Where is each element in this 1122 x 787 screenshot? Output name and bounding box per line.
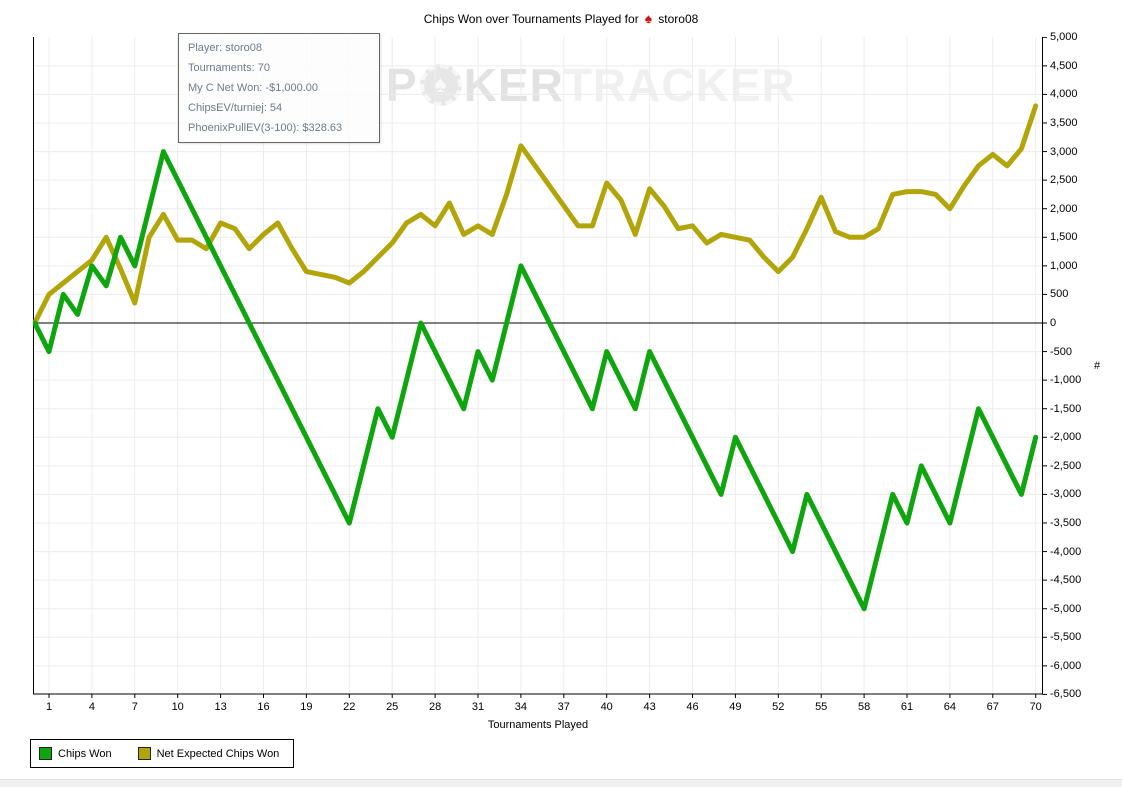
legend-box: Chips Won Net Expected Chips Won bbox=[30, 739, 295, 768]
y-tick-label: -6,000 bbox=[1050, 659, 1082, 672]
y-tick-label: 1,000 bbox=[1050, 259, 1078, 272]
window-bottom-edge bbox=[0, 779, 1122, 787]
tooltip-net-won-line: My C Net Won: -$1,000.00 bbox=[188, 82, 319, 94]
x-tick-label: 61 bbox=[900, 701, 914, 713]
y-tick-label: 4,000 bbox=[1050, 88, 1078, 101]
hover-tooltip: Player: storo08 Tournaments: 70 My C Net… bbox=[178, 33, 380, 143]
y-tick-label: 2,000 bbox=[1050, 202, 1078, 215]
series-line-net-expected-chips-won bbox=[33, 103, 1039, 326]
x-tick-label: 55 bbox=[815, 701, 828, 713]
y-tick-label: 4,500 bbox=[1050, 59, 1078, 72]
chips-won-swatch bbox=[39, 747, 52, 760]
y-tick-label: -4,000 bbox=[1050, 545, 1082, 558]
x-tick-label: 67 bbox=[986, 701, 999, 713]
x-tick-label: 43 bbox=[643, 701, 656, 713]
chart-title-player: storo08 bbox=[658, 12, 699, 26]
y-tick-label: 500 bbox=[1050, 288, 1069, 301]
x-tick-label: 13 bbox=[214, 701, 227, 713]
legend-item-net-expected: Net Expected Chips Won bbox=[137, 747, 280, 760]
y-tick-label: -5,500 bbox=[1050, 631, 1082, 644]
watermark-text-ker: KER bbox=[463, 59, 564, 111]
y-tick-label: -3,500 bbox=[1050, 517, 1082, 529]
y-tick-label: -4,500 bbox=[1050, 574, 1082, 587]
y-tick-label: 2,500 bbox=[1050, 174, 1078, 187]
y-tick-label: -2,000 bbox=[1050, 431, 1082, 444]
x-tick-label: 10 bbox=[171, 701, 184, 713]
y-tick-label: -1,500 bbox=[1050, 402, 1082, 415]
page-title: Chips Won over Tournaments Played for ♠ … bbox=[0, 11, 1122, 26]
y-tick-label: 1,500 bbox=[1050, 231, 1078, 244]
x-tick-label: 34 bbox=[514, 701, 528, 713]
y-tick-label: -500 bbox=[1050, 345, 1073, 358]
chart-title-text: Chips Won over Tournaments Played for bbox=[423, 12, 639, 26]
x-tick-label: 49 bbox=[729, 701, 742, 713]
y-tick-label: -1,000 bbox=[1050, 374, 1082, 387]
pokertracker-watermark: P ♠ KER TRACKER bbox=[386, 58, 796, 112]
x-tick-label: 70 bbox=[1029, 701, 1042, 713]
y-tick-label: -3,000 bbox=[1050, 488, 1082, 501]
x-tick-label: 22 bbox=[343, 701, 356, 713]
legend-item-chips-won: Chips Won bbox=[39, 747, 112, 760]
x-tick-label: 64 bbox=[943, 701, 957, 713]
y-tick-label: -2,500 bbox=[1050, 459, 1082, 472]
x-tick-label: 28 bbox=[428, 701, 442, 713]
x-tick-label: 1 bbox=[45, 701, 53, 713]
y-tick-label: 0 bbox=[1050, 317, 1057, 329]
y-tick-label: 3,500 bbox=[1050, 116, 1078, 129]
x-tick-label: 58 bbox=[857, 701, 871, 713]
x-tick-label: 16 bbox=[257, 701, 270, 713]
x-tick-label: 40 bbox=[600, 701, 613, 713]
legend-label-chips-won: Chips Won bbox=[58, 747, 112, 760]
x-tick-label: 7 bbox=[131, 701, 138, 713]
spade-icon: ♠ bbox=[645, 11, 652, 26]
x-axis-title: Tournaments Played bbox=[487, 719, 589, 731]
tooltip-player-line: Player: storo08 bbox=[188, 42, 262, 54]
x-tick-label: 4 bbox=[88, 701, 95, 713]
x-tick-label: 46 bbox=[686, 701, 699, 713]
watermark-text-p: P bbox=[386, 59, 418, 111]
x-tick-label: 19 bbox=[300, 701, 313, 713]
series-line-chips-won bbox=[33, 149, 1039, 612]
x-tick-label: 52 bbox=[772, 701, 785, 713]
y-tick-label: 3,000 bbox=[1050, 145, 1078, 158]
x-tick-label: 31 bbox=[471, 701, 485, 713]
tooltip-tournaments-line: Tournaments: 70 bbox=[188, 62, 270, 74]
legend-label-net-expected: Net Expected Chips Won bbox=[156, 747, 280, 760]
y-tick-label: 5,000 bbox=[1050, 31, 1078, 44]
tooltip-phoenix-line: PhoenixPullEV(3-100): $328.63 bbox=[188, 122, 343, 134]
net-expected-swatch bbox=[137, 747, 151, 760]
y-tick-label: -6,500 bbox=[1050, 688, 1082, 701]
plot-svg[interactable] bbox=[33, 37, 1049, 701]
watermark-text-tracker: TRACKER bbox=[563, 59, 796, 111]
y-axis-symbol: # bbox=[1094, 360, 1101, 372]
x-tick-label: 25 bbox=[386, 701, 399, 713]
y-tick-label: -5,000 bbox=[1050, 602, 1082, 615]
x-tick-label: 37 bbox=[557, 701, 570, 713]
tooltip-chipsev-line: ChipsEV/turniej: 54 bbox=[188, 102, 283, 114]
